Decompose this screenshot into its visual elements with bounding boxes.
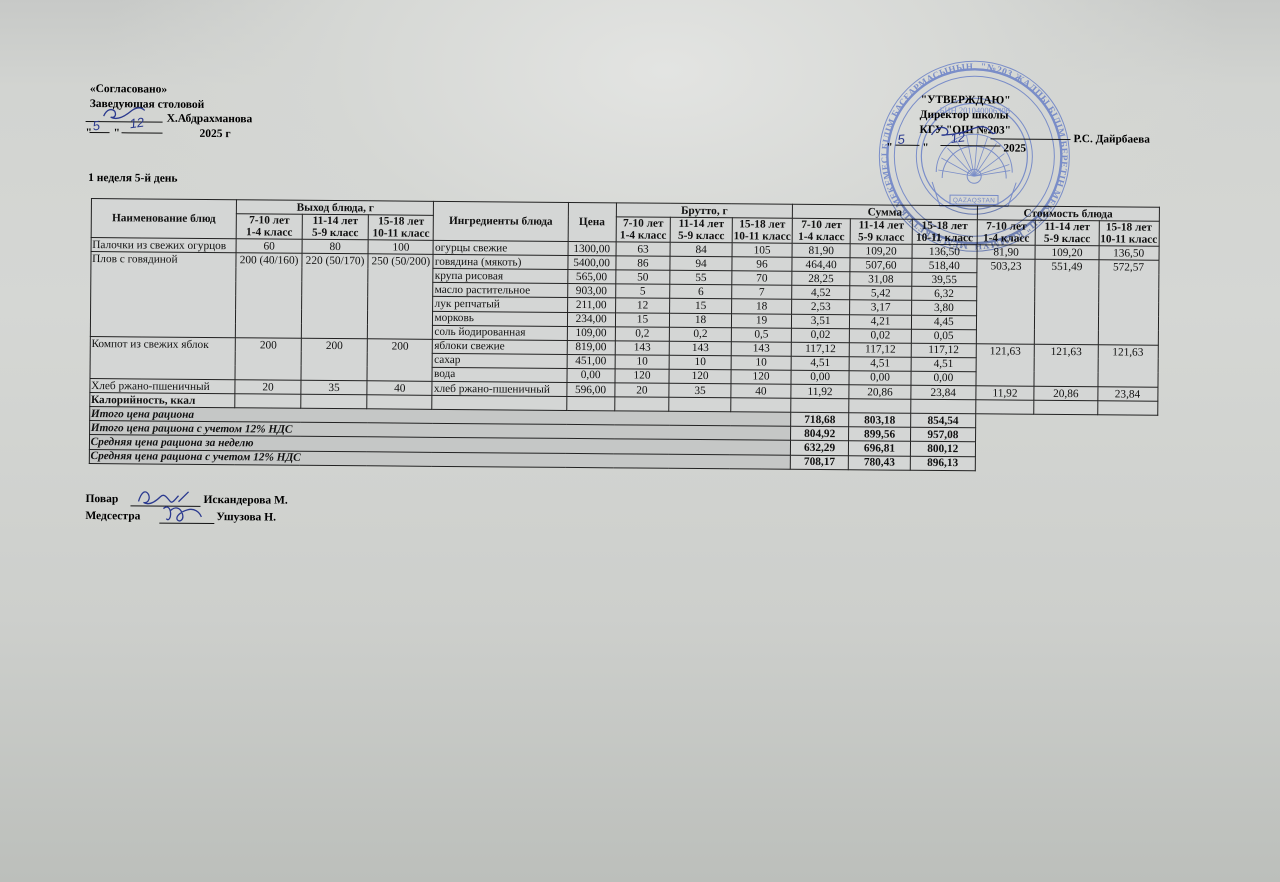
svg-text:QAZAQSTAN: QAZAQSTAN bbox=[953, 197, 995, 204]
svg-text:"№203 ЖАЛПЫ БІЛІМ БЕРЕТІН МЕКТ: "№203 ЖАЛПЫ БІЛІМ БЕРЕТІН МЕКТЕП" КОММУН… bbox=[873, 54, 1070, 251]
svg-text:МЕМЛЕКЕТТІК МЕКЕМЕСІ БІЛІМ БАС: МЕМЛЕКЕТТІК МЕКЕМЕСІ БІЛІМ БАСҒАРМАСЫНЫН bbox=[879, 60, 974, 251]
